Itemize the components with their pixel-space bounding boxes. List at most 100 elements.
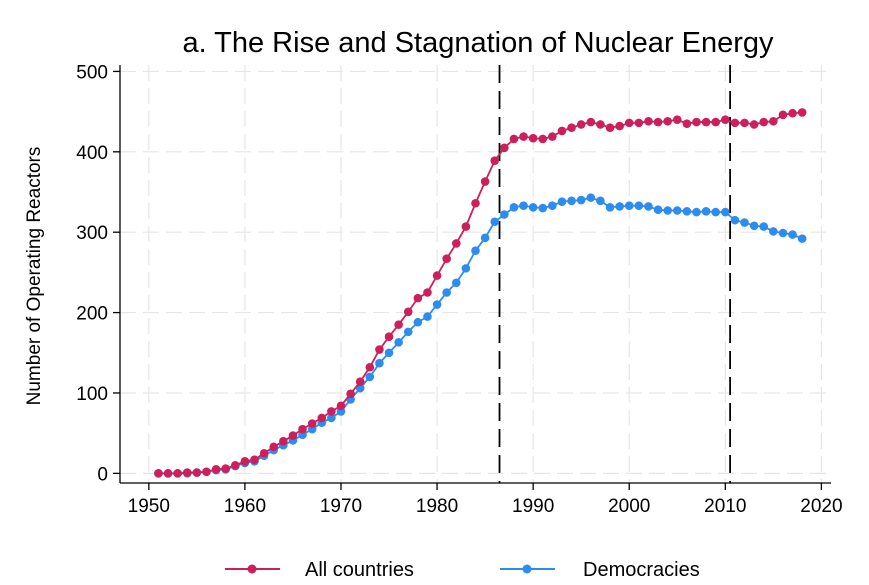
legend-marker-democracies [522, 564, 532, 574]
data-point [692, 117, 701, 127]
data-point [797, 234, 807, 243]
data-point [672, 115, 682, 124]
data-point [740, 218, 749, 227]
data-point [259, 448, 269, 458]
data-point [461, 264, 471, 273]
data-point [394, 320, 403, 329]
data-point [692, 207, 701, 217]
legend-item-all-countries: All countries [225, 559, 414, 581]
data-point [721, 207, 730, 217]
data-point [682, 119, 692, 128]
grid [120, 65, 831, 483]
data-point [442, 254, 451, 264]
data-point [672, 206, 682, 215]
data-point [548, 201, 557, 210]
data-point [298, 424, 307, 434]
data-point [509, 202, 519, 212]
data-point [759, 222, 769, 231]
data-point [528, 202, 538, 212]
data-point [403, 327, 413, 337]
y-tick-label: 200 [76, 304, 108, 325]
data-point [711, 117, 721, 127]
data-point [788, 230, 797, 239]
data-point [596, 120, 605, 129]
data-point [730, 215, 740, 225]
data-point [336, 401, 346, 411]
data-point [471, 198, 480, 208]
series-line [158, 111, 803, 475]
y-tick-label: 400 [76, 143, 108, 164]
data-point [653, 205, 663, 214]
x-tick-label: 1980 [416, 496, 458, 517]
data-point [557, 197, 567, 206]
data-point [730, 118, 740, 128]
data-point [624, 118, 634, 128]
data-point [634, 118, 644, 128]
data-point [451, 278, 461, 288]
data-point [240, 456, 250, 466]
y-tick-label: 100 [76, 384, 108, 405]
data-point [663, 206, 672, 215]
data-point [279, 436, 288, 446]
x-tick-label: 2010 [704, 496, 746, 517]
x-tick-label: 1950 [128, 496, 170, 517]
data-point [721, 115, 730, 124]
data-point [211, 465, 221, 474]
data-point [788, 108, 797, 118]
data-point [230, 461, 240, 470]
data-point [192, 468, 202, 477]
legend-item-democracies: Democracies [500, 559, 700, 581]
legend: All countries Democracies [225, 559, 700, 581]
data-point [576, 120, 586, 129]
data-point [490, 156, 500, 165]
data-point [307, 419, 317, 428]
data-point [471, 246, 480, 255]
data-point [327, 413, 336, 423]
data-point [355, 377, 365, 387]
data-point [749, 120, 759, 129]
data-point [365, 362, 375, 372]
data-point [461, 222, 471, 231]
data-point [432, 300, 442, 309]
series-all-countries [154, 108, 807, 478]
data-point [567, 196, 576, 206]
y-axis-label: Number of Operating Reactors [24, 147, 45, 406]
data-point [605, 202, 615, 212]
data-point [154, 469, 163, 478]
data-point [644, 202, 653, 211]
data-point [423, 312, 432, 321]
data-point [596, 196, 605, 206]
data-point [740, 118, 749, 128]
data-point [442, 288, 451, 297]
data-point [778, 110, 788, 120]
data-point [221, 464, 230, 473]
x-tick-label: 2000 [608, 496, 650, 517]
data-point [624, 201, 634, 210]
y-tick-label: 500 [76, 62, 108, 83]
data-point [182, 468, 192, 477]
data-point [634, 201, 644, 210]
legend-label-democracies: Democracies [583, 559, 700, 581]
data-point [327, 407, 336, 416]
data-point [778, 228, 788, 238]
x-tick-label: 1960 [224, 496, 266, 517]
data-point [653, 117, 663, 127]
data-point [557, 126, 567, 136]
data-point [711, 207, 721, 217]
data-point [490, 217, 500, 227]
data-point [480, 177, 490, 186]
data-point [548, 132, 557, 141]
data-point [769, 116, 778, 126]
x-tick-label: 2020 [800, 496, 842, 517]
y-tick-label: 0 [97, 464, 108, 485]
series-democracies [154, 193, 807, 478]
data-point [519, 132, 528, 141]
data-point [413, 317, 423, 327]
data-point [576, 195, 586, 205]
data-point [682, 207, 692, 216]
data-point [403, 307, 413, 317]
x-tick-label: 1990 [512, 496, 554, 517]
legend-label-all-countries: All countries [305, 559, 414, 581]
data-point [519, 201, 528, 210]
